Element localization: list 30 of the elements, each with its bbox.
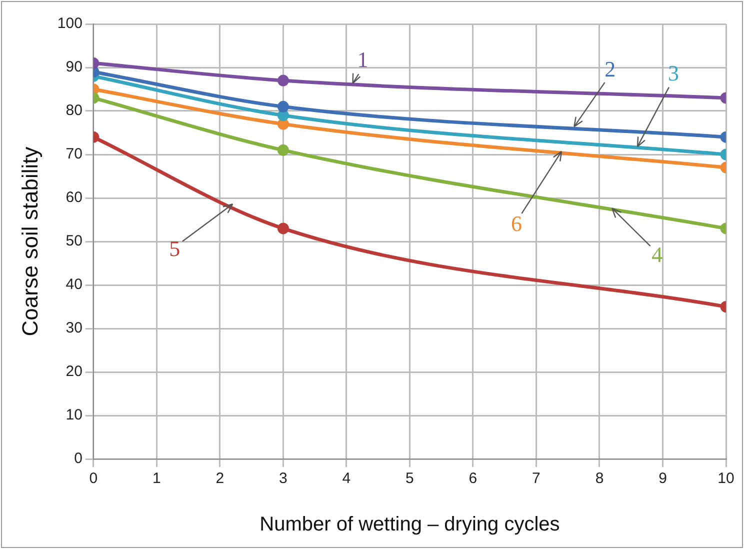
y-tick-label: 70 [66, 146, 82, 163]
y-tick-label: 40 [66, 276, 82, 294]
y-tick-label: 0 [74, 450, 82, 468]
x-tick-label: 2 [216, 470, 224, 488]
y-tick-label: 20 [66, 363, 82, 380]
series-label: 1 [357, 47, 368, 72]
x-tick-label: 1 [152, 470, 161, 488]
y-tick-label: 50 [66, 232, 82, 250]
x-tick-label: 4 [342, 470, 351, 488]
x-axis-title: Number of wetting – drying cycles [260, 514, 560, 536]
x-tick-label: 10 [718, 470, 734, 488]
x-tick-label: 5 [406, 470, 414, 488]
x-tick-label: 7 [532, 470, 540, 488]
y-tick-label: 100 [57, 15, 82, 32]
y-tick-label: 60 [66, 189, 82, 206]
x-tick-label: 6 [468, 470, 478, 488]
text: 2 [604, 56, 616, 82]
y-axis-title: Coarse soil stability [17, 146, 42, 336]
text: 6 [511, 211, 522, 236]
text: 3 [668, 60, 679, 86]
x-tick-label: 9 [658, 470, 667, 488]
x-tick-label: 3 [279, 470, 288, 488]
series-label: 4 [652, 242, 663, 268]
y-tick-label: 90 [66, 58, 82, 76]
y-tick-label: 80 [66, 102, 82, 120]
y-tick-label: 10 [66, 406, 82, 424]
x-tick-label: 0 [89, 470, 98, 488]
text: 5 [169, 236, 180, 261]
y-tick-label: 30 [66, 320, 82, 337]
x-tick-label: 8 [595, 470, 604, 488]
